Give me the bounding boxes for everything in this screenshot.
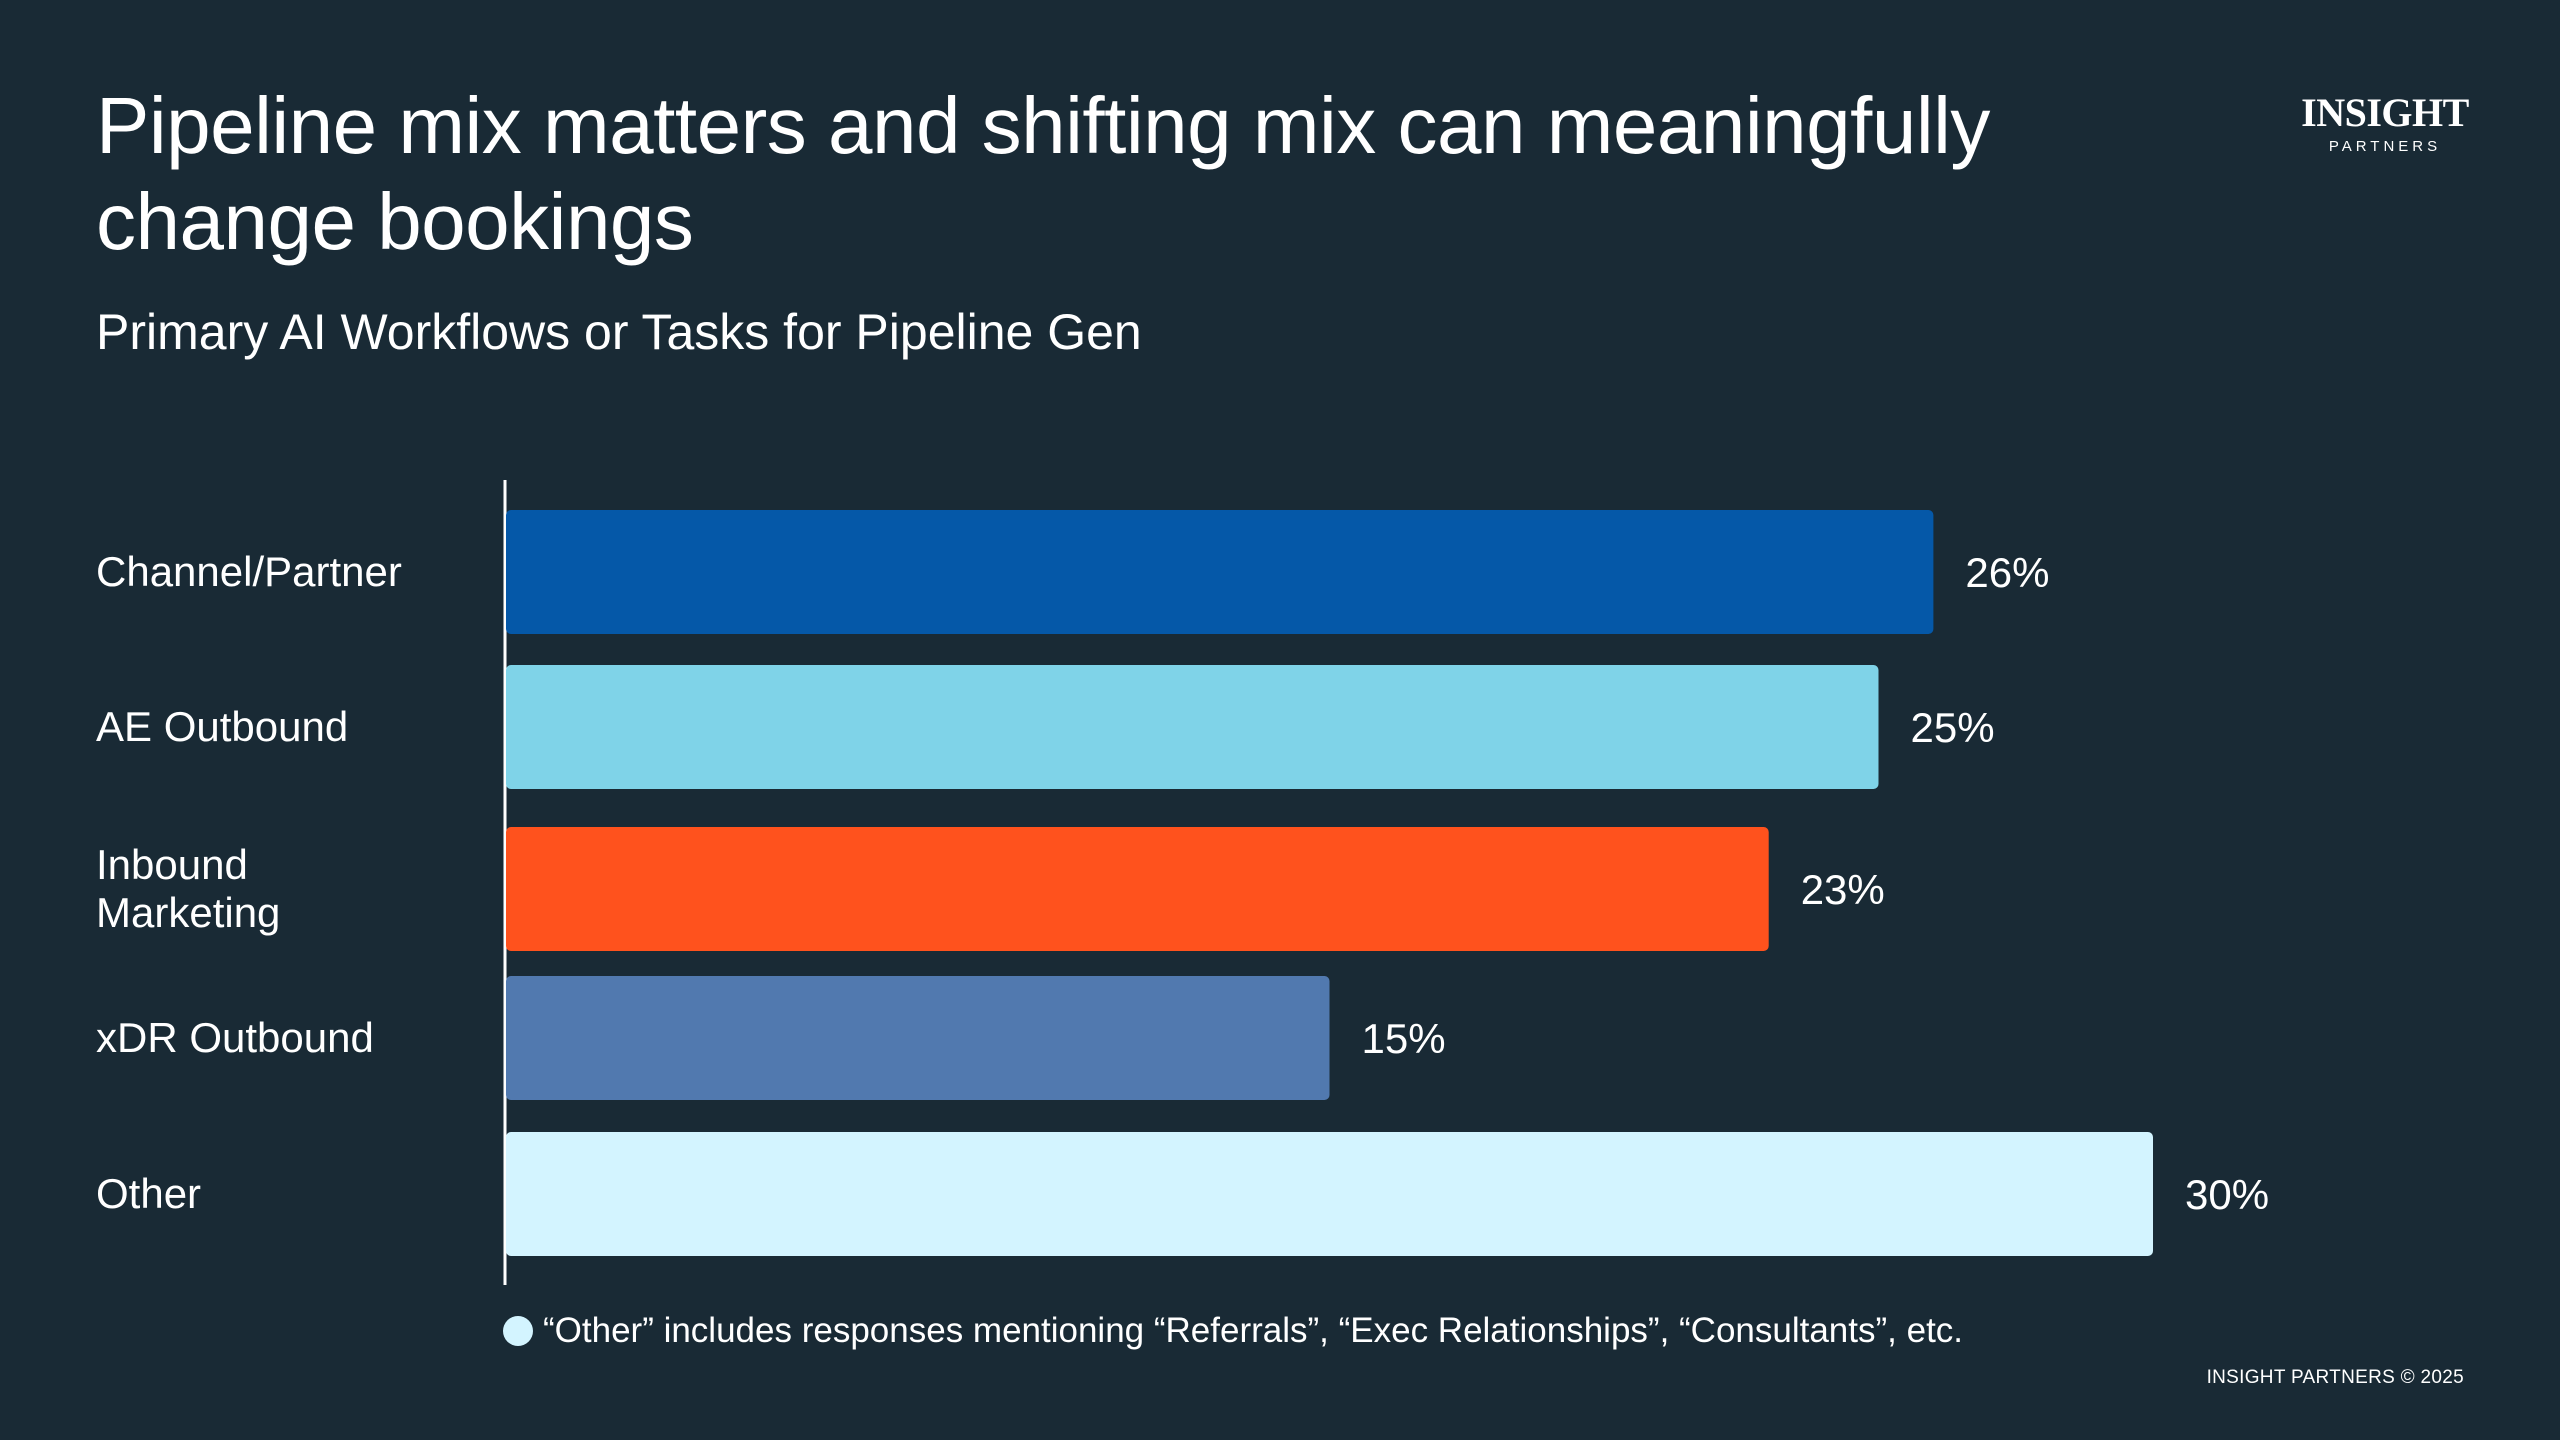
footnote-text: “Other” includes responses mentioning “R…	[543, 1311, 1964, 1350]
chart-subtitle: Primary AI Workflows or Tasks for Pipeli…	[96, 304, 1142, 360]
value-label-inbound-marketing: 23%	[1801, 866, 1885, 913]
category-label-inbound-marketing: Inbound Marketing	[96, 841, 281, 936]
logo-wordmark: INSIGHT	[2301, 90, 2469, 135]
category-label-channel-partner: Channel/Partner	[96, 548, 402, 595]
logo-subtext: PARTNERS	[2328, 138, 2442, 155]
value-label-other: 30%	[2185, 1171, 2269, 1218]
page-title: Pipeline mix matters and shifting mix ca…	[96, 81, 1990, 266]
value-label-xdr-outbound: 15%	[1362, 1015, 1446, 1062]
bar-ae-outbound	[506, 665, 1879, 789]
bar-xdr-outbound	[506, 976, 1330, 1100]
bar-other	[506, 1132, 2153, 1256]
bar-inbound-marketing	[506, 827, 1769, 951]
category-label-other: Other	[96, 1170, 202, 1217]
value-label-ae-outbound: 25%	[1911, 704, 1995, 751]
other-legend-dot	[503, 1316, 533, 1346]
value-label-channel-partner: 26%	[1965, 549, 2049, 596]
footnote: “Other” includes responses mentioning “R…	[503, 1310, 1963, 1352]
copyright: INSIGHT PARTNERS © 2025	[2206, 1367, 2464, 1388]
category-label-xdr-outbound: xDR Outbound	[96, 1014, 374, 1061]
category-label-ae-outbound: AE Outbound	[96, 703, 349, 750]
insight-partners-logo: INSIGHT PARTNERS	[2300, 92, 2470, 158]
bar-channel-partner	[506, 510, 1934, 634]
